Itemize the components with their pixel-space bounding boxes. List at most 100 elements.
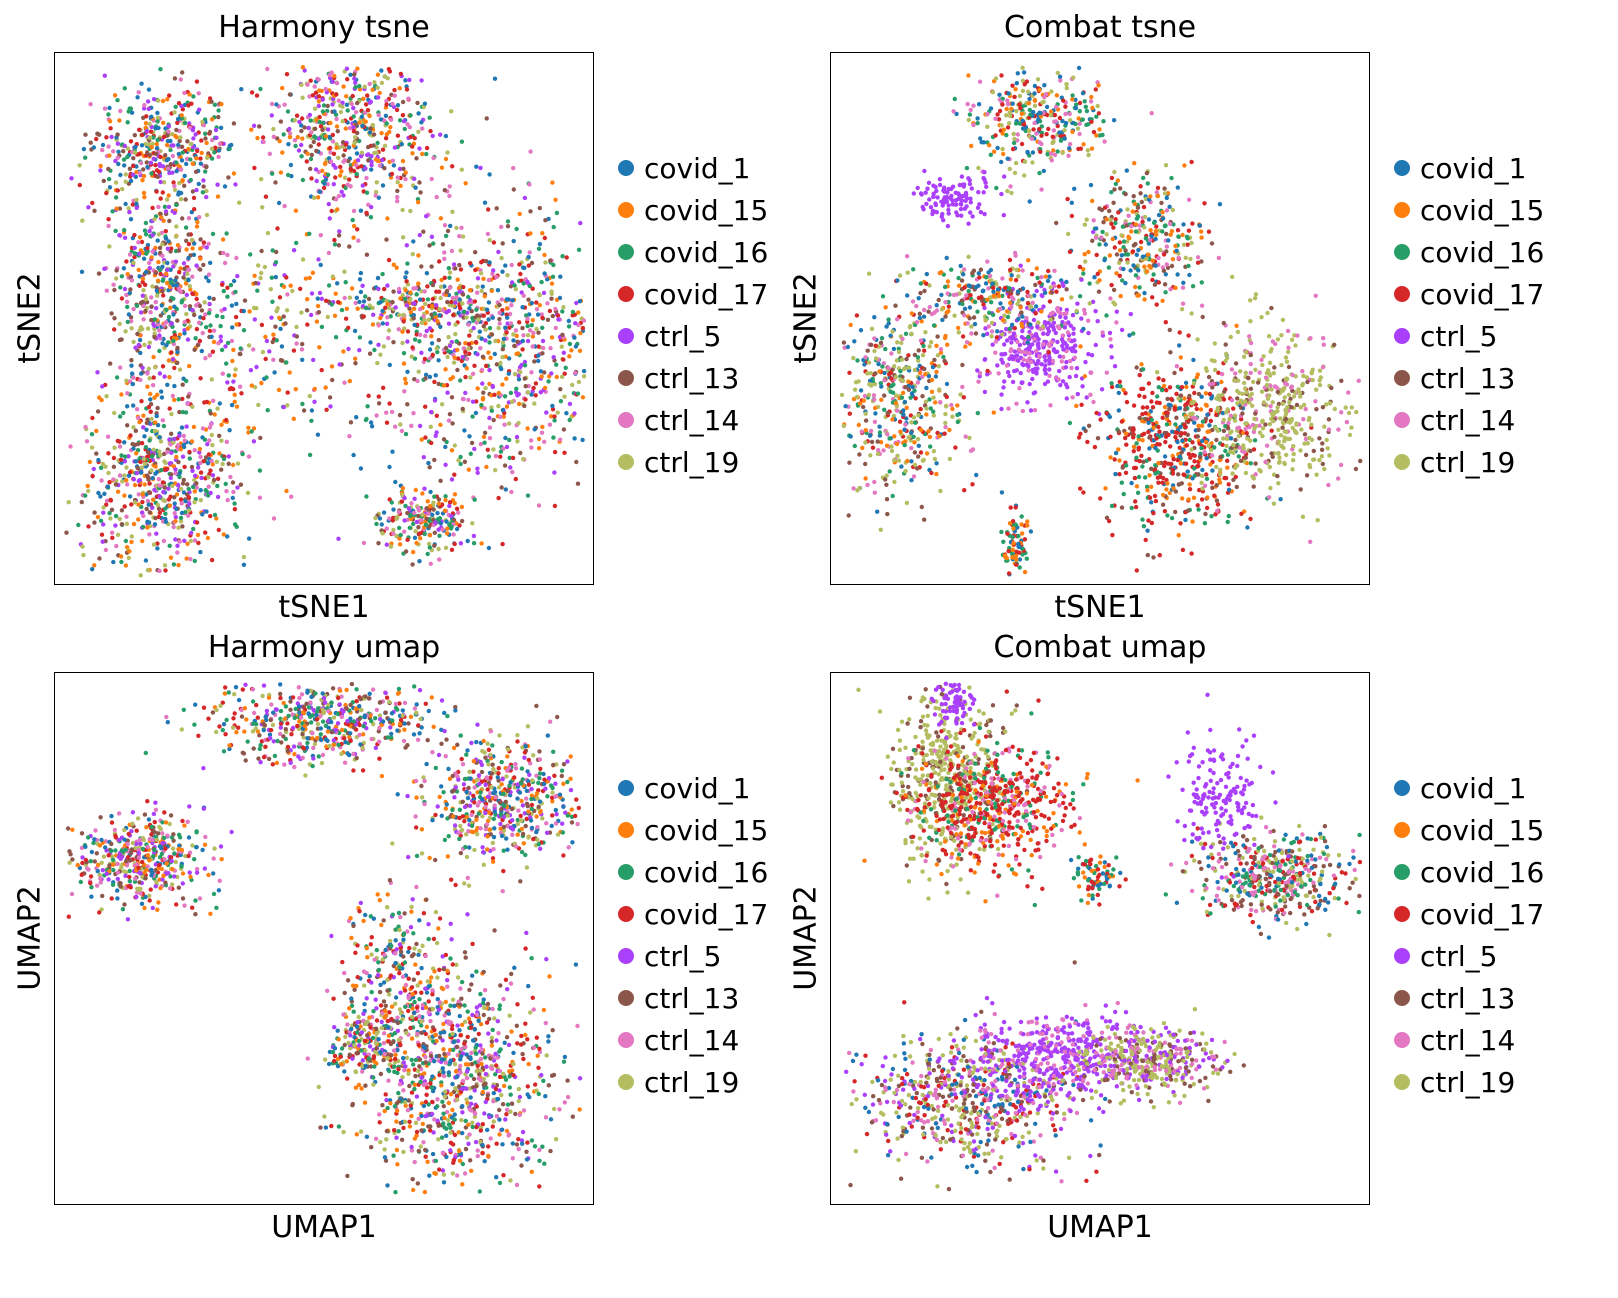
- data-point: [463, 349, 468, 355]
- data-point: [423, 376, 428, 381]
- data-point: [198, 267, 203, 272]
- data-point: [416, 253, 421, 258]
- data-point: [330, 139, 336, 144]
- data-point: [536, 344, 541, 349]
- data-point: [500, 354, 505, 360]
- data-point: [177, 539, 182, 544]
- data-point: [225, 497, 230, 503]
- data-point: [147, 376, 152, 381]
- data-point: [486, 350, 491, 355]
- data-point: [334, 81, 340, 86]
- data-point: [159, 467, 164, 473]
- data-point: [115, 532, 121, 537]
- data-point: [152, 217, 157, 222]
- data-point: [405, 339, 410, 344]
- data-point: [1055, 305, 1060, 311]
- data-point: [372, 347, 377, 353]
- data-point: [1175, 228, 1181, 233]
- data-point: [251, 426, 257, 431]
- data-point: [141, 425, 146, 430]
- data-point: [500, 340, 506, 345]
- data-point: [377, 90, 382, 96]
- data-point: [1037, 87, 1042, 93]
- data-point: [111, 455, 117, 461]
- data-point: [395, 188, 400, 194]
- data-point: [1027, 199, 1032, 204]
- data-point: [177, 409, 182, 415]
- data-point: [1039, 309, 1044, 314]
- data-point: [1054, 289, 1059, 294]
- data-point: [85, 483, 90, 489]
- data-point: [497, 302, 502, 308]
- data-point: [967, 283, 973, 289]
- data-point: [186, 513, 191, 518]
- data-point: [403, 275, 408, 280]
- data-point: [354, 162, 359, 168]
- data-point: [186, 277, 191, 283]
- data-point: [123, 454, 128, 459]
- data-point: [1009, 106, 1014, 112]
- data-point: [257, 124, 262, 129]
- data-point: [165, 138, 171, 144]
- data-point: [193, 336, 198, 341]
- data-point: [1047, 361, 1052, 366]
- data-point: [529, 300, 534, 306]
- data-point: [1000, 293, 1005, 298]
- data-point: [999, 73, 1004, 78]
- data-point: [502, 394, 508, 399]
- data-point: [432, 543, 437, 548]
- data-point: [221, 456, 227, 462]
- data-point: [338, 173, 343, 178]
- data-point: [219, 467, 224, 472]
- data-point: [499, 366, 504, 372]
- data-point: [1039, 275, 1044, 280]
- data-point: [551, 435, 556, 440]
- data-point: [182, 102, 187, 108]
- data-point: [328, 145, 333, 151]
- data-point: [146, 87, 152, 92]
- data-point: [389, 409, 395, 415]
- data-point: [1079, 316, 1084, 321]
- data-point: [534, 326, 539, 332]
- data-point: [443, 462, 448, 467]
- data-point: [119, 522, 125, 527]
- data-point: [149, 114, 154, 119]
- data-point: [351, 125, 356, 130]
- data-point: [107, 119, 113, 124]
- data-point: [271, 134, 276, 139]
- data-point: [375, 275, 381, 281]
- data-point: [312, 126, 318, 131]
- data-point: [199, 138, 204, 143]
- data-point: [274, 249, 279, 255]
- data-point: [180, 454, 186, 459]
- data-point: [385, 302, 390, 307]
- data-point: [148, 310, 153, 315]
- data-point: [231, 379, 236, 384]
- data-point: [368, 126, 373, 131]
- data-point: [355, 100, 360, 106]
- data-point: [249, 429, 254, 434]
- data-point: [966, 117, 971, 123]
- data-point: [400, 113, 406, 118]
- data-point: [179, 300, 184, 305]
- data-point: [246, 454, 252, 459]
- data-point: [1049, 89, 1054, 94]
- data-point: [1039, 133, 1044, 138]
- data-point: [379, 130, 384, 136]
- data-point: [229, 142, 234, 148]
- data-point: [140, 499, 145, 505]
- data-point: [117, 516, 122, 522]
- data-point: [426, 317, 432, 322]
- data-point: [300, 341, 305, 347]
- data-point: [174, 283, 179, 288]
- data-point: [299, 310, 304, 315]
- data-point: [501, 446, 506, 451]
- data-point: [1117, 273, 1122, 278]
- data-point: [308, 312, 314, 318]
- data-point: [379, 522, 384, 527]
- data-point: [417, 297, 423, 302]
- data-point: [357, 83, 362, 89]
- data-point: [976, 165, 981, 171]
- data-point: [162, 374, 167, 379]
- data-point: [1099, 387, 1105, 392]
